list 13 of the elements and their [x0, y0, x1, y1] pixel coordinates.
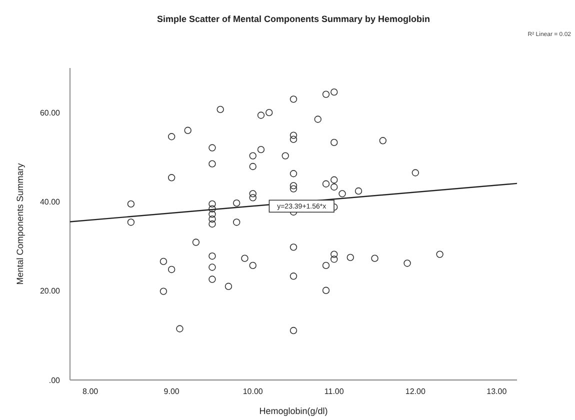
y-tick-label: 20.00: [40, 286, 61, 296]
y-axis-title: Mental Components Summary: [15, 162, 25, 285]
x-tick-label: 8.00: [82, 387, 99, 396]
x-tick-label: 11.00: [324, 387, 344, 396]
x-tick-label: 10.00: [242, 387, 264, 396]
y-tick-label: 60.00: [40, 108, 61, 118]
x-tick-label: 13.00: [486, 387, 508, 396]
x-tick-label: 9.00: [164, 387, 180, 396]
chart-title: Simple Scatter of Mental Components Summary by Hemoglobin: [156, 14, 430, 24]
x-tick-label: 12.00: [405, 387, 426, 396]
x-axis-title: Hemoglobin(g/dl): [259, 406, 328, 416]
y-tick-label: 40.00: [40, 198, 61, 207]
y-tick-label: .00: [48, 376, 61, 385]
